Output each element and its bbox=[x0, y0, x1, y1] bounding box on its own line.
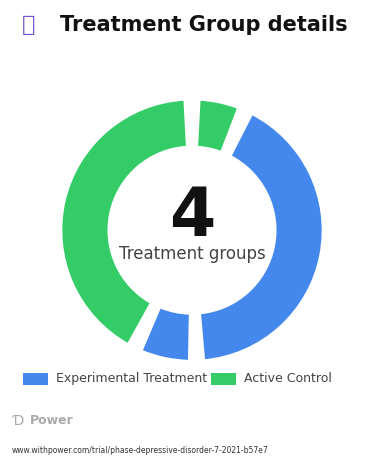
Bar bbox=[23, 373, 48, 385]
Text: Power: Power bbox=[30, 414, 73, 427]
Text: Treatment groups: Treatment groups bbox=[119, 245, 265, 263]
Wedge shape bbox=[199, 113, 323, 361]
Text: Treatment Group details: Treatment Group details bbox=[60, 15, 348, 35]
Bar bbox=[211, 373, 236, 385]
Wedge shape bbox=[141, 306, 190, 362]
Wedge shape bbox=[61, 99, 188, 345]
Text: Experimental Treatment: Experimental Treatment bbox=[56, 372, 207, 385]
Text: 👥: 👥 bbox=[22, 15, 35, 35]
Text: Ɗ: Ɗ bbox=[13, 414, 24, 428]
Text: 4: 4 bbox=[169, 184, 215, 250]
Text: Active Control: Active Control bbox=[244, 372, 332, 385]
Wedge shape bbox=[196, 99, 239, 153]
Text: www.withpower.com/trial/phase-depressive-disorder-7-2021-b57e7: www.withpower.com/trial/phase-depressive… bbox=[12, 446, 268, 455]
